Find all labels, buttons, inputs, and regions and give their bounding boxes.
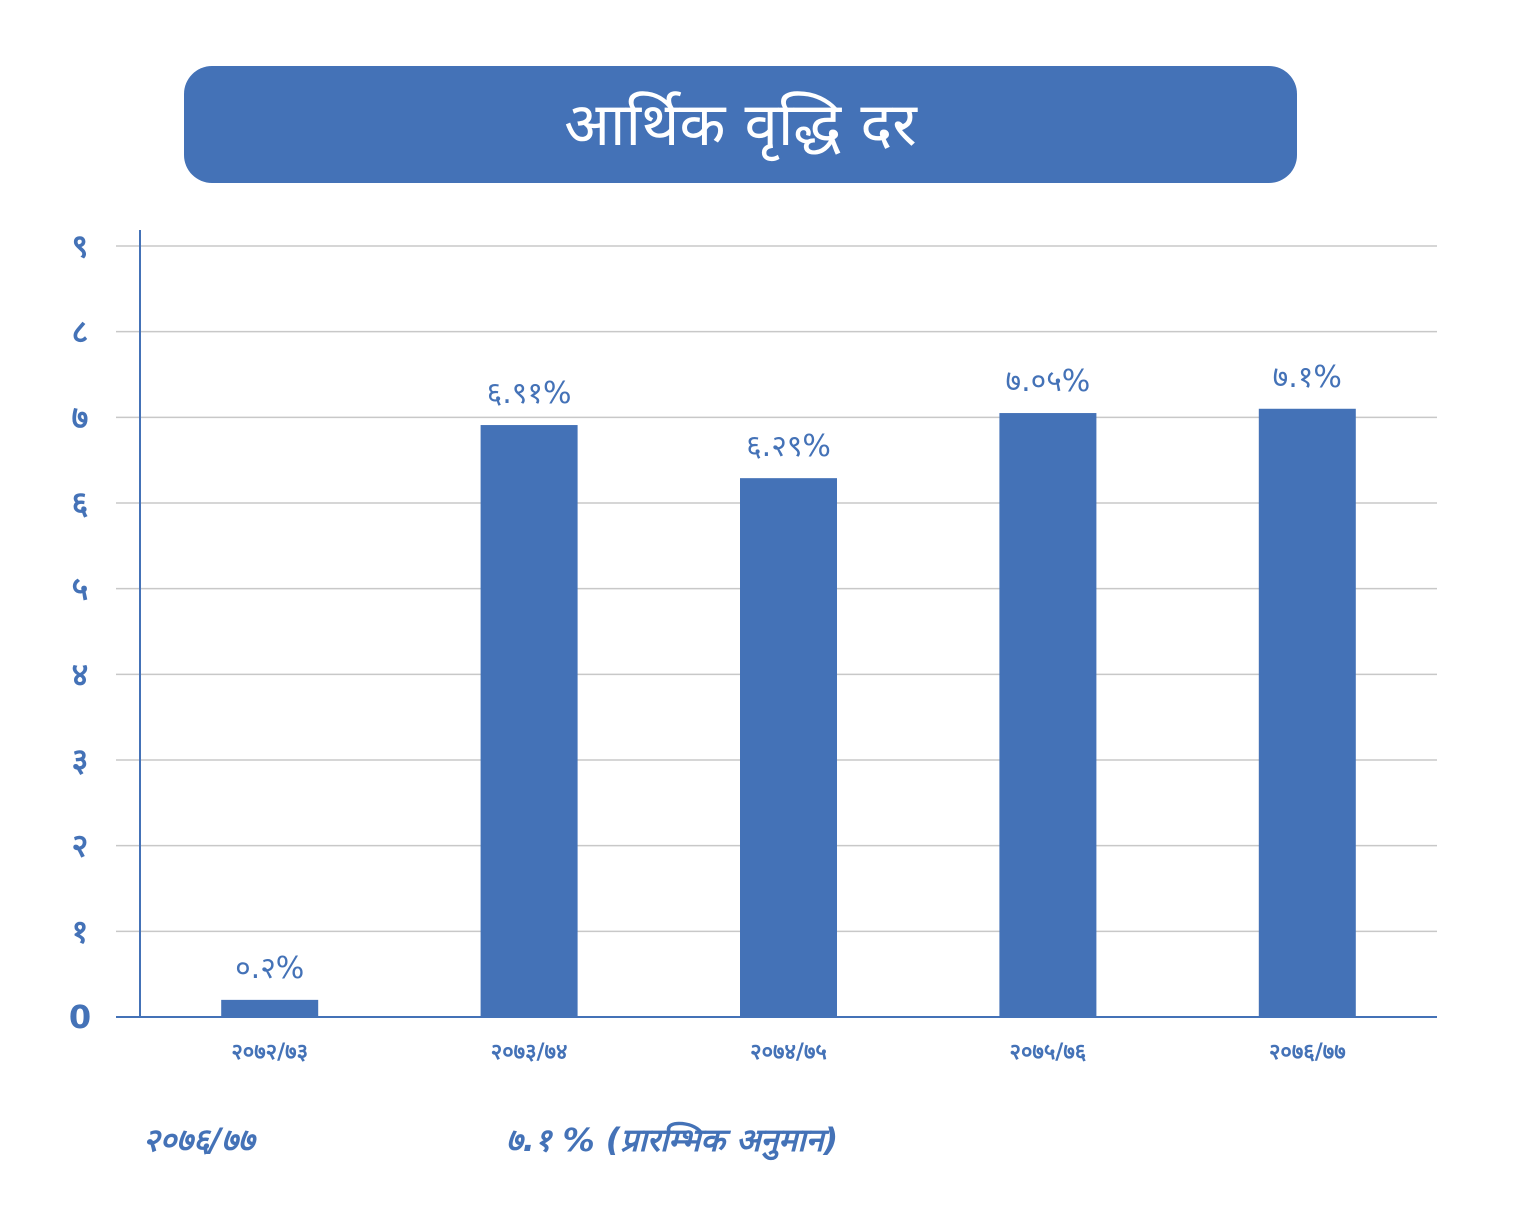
y-tick-labels: 0 १ २ ३ ४ ५ ६ ७ ८ ९ bbox=[69, 227, 91, 1036]
data-label: ०.२% bbox=[235, 951, 304, 986]
bars bbox=[221, 408, 1356, 1017]
x-tick-label: २०७३/७४ bbox=[491, 1040, 568, 1065]
y-tick-label: ८ bbox=[72, 313, 89, 351]
x-tick-label: २०७२/७३ bbox=[231, 1040, 308, 1065]
bar bbox=[999, 413, 1097, 1017]
data-label: ७.१% bbox=[1273, 360, 1342, 395]
footnote-year: २०७६/७७ bbox=[143, 1121, 255, 1159]
data-label: ६.२९% bbox=[746, 429, 831, 464]
y-tick-label: २ bbox=[72, 827, 89, 865]
bar bbox=[1258, 408, 1356, 1017]
y-tick-label: ९ bbox=[72, 227, 89, 265]
data-label: ६.९१% bbox=[487, 376, 572, 411]
bar bbox=[221, 999, 319, 1017]
x-tick-label: २०७६/७७ bbox=[1269, 1040, 1346, 1065]
chart-title: आर्थिक वृद्धि दर bbox=[564, 89, 917, 160]
chart-title-banner: आर्थिक वृद्धि दर bbox=[184, 66, 1297, 183]
y-tick-label: ४ bbox=[72, 655, 89, 693]
bar bbox=[480, 425, 578, 1017]
footnote-value: ७.१ % (प्रारम्भिक अनुमान) bbox=[506, 1121, 839, 1159]
y-tick-label: ३ bbox=[72, 741, 89, 779]
y-tick-label: ७ bbox=[72, 398, 89, 436]
y-tick-label: ६ bbox=[72, 484, 89, 522]
data-label: ७.०५% bbox=[1005, 364, 1090, 399]
y-tick-label: १ bbox=[72, 912, 89, 950]
y-tick-label: 0 bbox=[69, 998, 91, 1036]
bar bbox=[740, 478, 837, 1017]
data-labels: ०.२% ६.९१% ६.२९% ७.०५% ७.१% bbox=[235, 360, 1342, 986]
y-tick-label: ५ bbox=[72, 570, 89, 608]
x-tick-labels: २०७२/७३ २०७३/७४ २०७४/७५ २०७५/७६ २०७६/७७ bbox=[231, 1040, 1345, 1065]
x-tick-label: २०७४/७५ bbox=[750, 1040, 827, 1065]
x-tick-label: २०७५/७६ bbox=[1010, 1040, 1087, 1065]
